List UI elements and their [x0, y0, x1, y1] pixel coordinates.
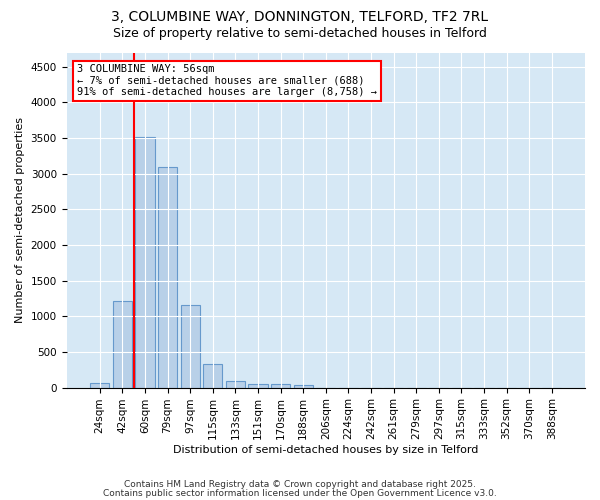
Bar — [90, 382, 109, 388]
Bar — [271, 384, 290, 388]
Text: Contains public sector information licensed under the Open Government Licence v3: Contains public sector information licen… — [103, 488, 497, 498]
Bar — [136, 138, 155, 388]
Bar — [248, 384, 268, 388]
Bar — [226, 381, 245, 388]
Bar — [113, 300, 132, 388]
Y-axis label: Number of semi-detached properties: Number of semi-detached properties — [15, 117, 25, 323]
Bar — [158, 166, 177, 388]
Text: Contains HM Land Registry data © Crown copyright and database right 2025.: Contains HM Land Registry data © Crown c… — [124, 480, 476, 489]
Text: Size of property relative to semi-detached houses in Telford: Size of property relative to semi-detach… — [113, 28, 487, 40]
Text: 3 COLUMBINE WAY: 56sqm
← 7% of semi-detached houses are smaller (688)
91% of sem: 3 COLUMBINE WAY: 56sqm ← 7% of semi-deta… — [77, 64, 377, 98]
Bar — [203, 364, 223, 388]
Text: 3, COLUMBINE WAY, DONNINGTON, TELFORD, TF2 7RL: 3, COLUMBINE WAY, DONNINGTON, TELFORD, T… — [112, 10, 488, 24]
Bar — [293, 386, 313, 388]
Bar — [181, 305, 200, 388]
X-axis label: Distribution of semi-detached houses by size in Telford: Distribution of semi-detached houses by … — [173, 445, 478, 455]
